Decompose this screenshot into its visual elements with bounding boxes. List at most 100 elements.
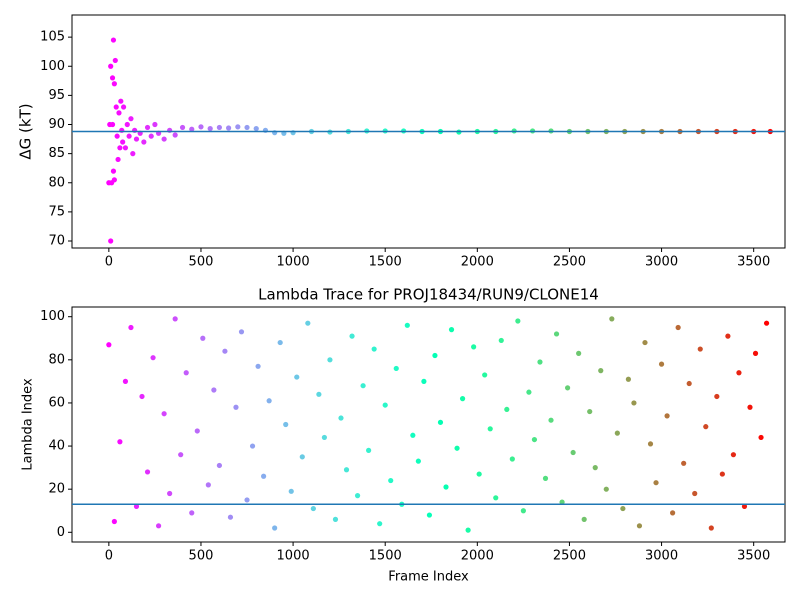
point xyxy=(141,139,147,145)
point xyxy=(393,365,399,372)
point xyxy=(664,413,670,419)
x-tick-label: 2500 xyxy=(553,549,586,564)
point xyxy=(222,348,228,354)
point xyxy=(520,508,526,514)
point xyxy=(111,177,117,183)
chart-title: Lambda Trace for PROJ18434/RUN9/CLONE14 xyxy=(258,286,599,304)
y-tick-label: 60 xyxy=(48,395,65,410)
point xyxy=(343,467,350,473)
point xyxy=(714,393,720,400)
point xyxy=(382,402,388,408)
point xyxy=(741,503,748,510)
point xyxy=(421,378,427,384)
point xyxy=(437,419,444,425)
point xyxy=(763,320,770,326)
point xyxy=(559,499,565,505)
point xyxy=(122,378,129,384)
point xyxy=(730,452,737,458)
point xyxy=(111,81,117,87)
point xyxy=(542,475,549,481)
plot-frame xyxy=(71,306,786,543)
point xyxy=(653,480,659,486)
point xyxy=(152,121,158,128)
point xyxy=(410,432,416,438)
y-tick-label: 100 xyxy=(40,309,65,324)
y-tick-label: 85 xyxy=(48,146,65,161)
x-tick-label: 2000 xyxy=(461,549,494,564)
point xyxy=(658,361,665,367)
point xyxy=(498,337,504,344)
point xyxy=(106,342,112,348)
point xyxy=(454,445,460,451)
point xyxy=(752,350,759,356)
point xyxy=(366,447,372,453)
x-tick-label: 3500 xyxy=(737,549,770,564)
point xyxy=(244,497,250,503)
point xyxy=(526,389,532,395)
point xyxy=(493,495,499,501)
point xyxy=(465,527,471,533)
point xyxy=(110,37,117,43)
point xyxy=(109,75,116,81)
point xyxy=(117,439,123,445)
point xyxy=(216,124,222,131)
point xyxy=(128,324,134,331)
x-tick-label: 1000 xyxy=(277,549,310,564)
point xyxy=(471,344,477,350)
point xyxy=(161,411,167,417)
point xyxy=(388,477,394,484)
x-tick-label: 0 xyxy=(105,255,113,270)
point xyxy=(249,443,256,449)
point xyxy=(736,370,742,376)
x-tick-label: 500 xyxy=(189,549,214,564)
x-axis-label: Frame Index xyxy=(388,570,469,585)
point xyxy=(122,145,129,151)
point xyxy=(448,327,455,333)
point xyxy=(112,57,118,64)
point xyxy=(515,318,521,324)
y-tick-label: 40 xyxy=(48,439,65,454)
point xyxy=(670,510,676,516)
point xyxy=(130,151,136,157)
point xyxy=(531,436,538,443)
point xyxy=(111,518,117,525)
point xyxy=(548,417,554,423)
y-axis-label: ΔG (kT) xyxy=(17,103,35,159)
point xyxy=(647,441,654,447)
point xyxy=(692,490,698,497)
point xyxy=(277,339,283,346)
point xyxy=(144,469,151,475)
point xyxy=(207,125,213,132)
point xyxy=(155,523,162,529)
point xyxy=(553,331,560,337)
y-tick-label: 0 xyxy=(57,525,65,540)
point xyxy=(686,380,692,387)
point xyxy=(133,503,140,510)
point xyxy=(139,393,145,400)
point xyxy=(113,104,119,110)
x-tick-label: 2000 xyxy=(461,255,494,270)
y-tick-label: 20 xyxy=(48,482,65,497)
point xyxy=(261,473,267,479)
point xyxy=(598,368,604,374)
point xyxy=(117,145,123,151)
point xyxy=(115,156,121,163)
x-tick-label: 3000 xyxy=(645,255,678,270)
point xyxy=(172,316,178,322)
point xyxy=(504,406,510,413)
point xyxy=(178,452,184,458)
point xyxy=(189,510,195,516)
point xyxy=(294,374,300,380)
point xyxy=(172,132,178,138)
point xyxy=(537,359,543,365)
y-tick-label: 95 xyxy=(48,88,65,103)
x-tick-label: 1000 xyxy=(277,255,310,270)
y-tick-label: 75 xyxy=(48,204,65,219)
point xyxy=(288,488,294,494)
point xyxy=(360,383,366,389)
point xyxy=(371,346,377,352)
point xyxy=(283,421,289,428)
point xyxy=(327,357,333,363)
point xyxy=(459,396,466,402)
point xyxy=(636,523,643,529)
